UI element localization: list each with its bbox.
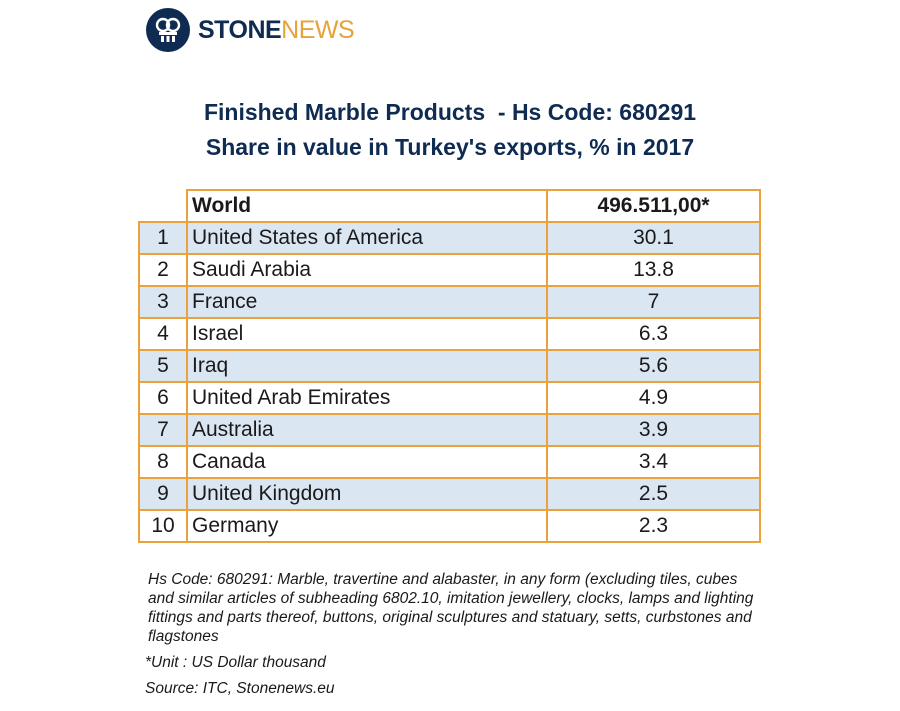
- rank-cell: 2: [138, 253, 188, 287]
- country-cell: United States of America: [186, 221, 548, 255]
- rank-cell: 4: [138, 317, 188, 351]
- table-row: 7 Australia 3.9: [138, 413, 761, 447]
- hs-code-definition: Hs Code: 680291: Marble, travertine and …: [148, 571, 754, 645]
- value-cell: 3.4: [546, 445, 761, 479]
- rank-cell: 8: [138, 445, 188, 479]
- footnotes: Hs Code: 680291: Marble, travertine and …: [145, 570, 765, 698]
- country-cell: United Kingdom: [186, 477, 548, 511]
- brand-name: STONENEWS: [198, 15, 355, 45]
- header-value-cell: 496.511,00*: [546, 189, 761, 223]
- value-cell: 30.1: [546, 221, 761, 255]
- table-row: 3 France 7: [138, 285, 761, 319]
- rank-cell: 5: [138, 349, 188, 383]
- brand-name-part2: NEWS: [281, 15, 355, 44]
- chart-title-line2: Share in value in Turkey's exports, % in…: [205, 134, 695, 160]
- rank-cell: 1: [138, 221, 188, 255]
- value-cell: 7: [546, 285, 761, 319]
- country-cell: France: [186, 285, 548, 319]
- chart-title-line1: Finished Marble Products - Hs Code: 6802…: [203, 99, 697, 125]
- header-rank-cell: [139, 190, 187, 222]
- unit-note: *Unit : US Dollar thousand: [145, 654, 326, 671]
- rank-cell: 7: [138, 413, 188, 447]
- header-country-cell: World: [186, 189, 548, 223]
- table-row: 1 United States of America 30.1: [138, 221, 761, 255]
- value-cell: 3.9: [546, 413, 761, 447]
- brand-name-part1: STONE: [198, 15, 282, 44]
- country-cell: Canada: [186, 445, 548, 479]
- export-share-table: World 496.511,00* 1 United States of Amer…: [138, 189, 761, 543]
- rank-cell: 10: [138, 509, 188, 543]
- value-cell: 2.5: [546, 477, 761, 511]
- brand-logo: STONENEWS: [146, 8, 355, 52]
- country-cell: Germany: [186, 509, 548, 543]
- stonenews-logo-icon: [146, 8, 190, 52]
- rank-cell: 6: [138, 381, 188, 415]
- value-cell: 5.6: [546, 349, 761, 383]
- table-row: 6 United Arab Emirates 4.9: [138, 381, 761, 415]
- rank-cell: 9: [138, 477, 188, 511]
- value-cell: 2.3: [546, 509, 761, 543]
- table-row: 9 United Kingdom 2.5: [138, 477, 761, 511]
- table-row: 8 Canada 3.4: [138, 445, 761, 479]
- table-row: 10 Germany 2.3: [138, 509, 761, 543]
- country-cell: Australia: [186, 413, 548, 447]
- rank-cell: 3: [138, 285, 188, 319]
- source-note: Source: ITC, Stonenews.eu: [145, 680, 335, 697]
- table-row: 2 Saudi Arabia 13.8: [138, 253, 761, 287]
- value-cell: 6.3: [546, 317, 761, 351]
- value-cell: 4.9: [546, 381, 761, 415]
- country-cell: United Arab Emirates: [186, 381, 548, 415]
- country-cell: Israel: [186, 317, 548, 351]
- table-row: 4 Israel 6.3: [138, 317, 761, 351]
- value-cell: 13.8: [546, 253, 761, 287]
- table-header-row: World 496.511,00*: [139, 189, 761, 223]
- country-cell: Iraq: [186, 349, 548, 383]
- country-cell: Saudi Arabia: [186, 253, 548, 287]
- table-row: 5 Iraq 5.6: [138, 349, 761, 383]
